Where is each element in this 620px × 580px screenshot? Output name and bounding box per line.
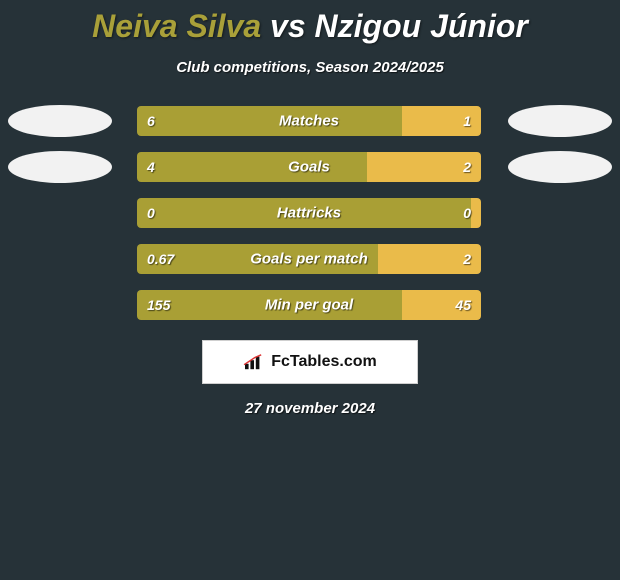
- stat-rows: Matches 6 1 Goals 4 2 Hattricks 0 0 Goals per mat…: [0, 98, 620, 328]
- stat-value-player1: 0: [147, 205, 155, 221]
- stat-value-player1: 4: [147, 159, 155, 175]
- stat-row: Goals 4 2: [0, 144, 620, 190]
- stat-value-player2: 2: [463, 251, 471, 267]
- stat-value-player1: 6: [147, 113, 155, 129]
- stat-bar: Goals per match 0.67 2: [137, 244, 481, 274]
- title-vs: vs: [261, 8, 314, 44]
- stat-bar: Hattricks 0 0: [137, 198, 481, 228]
- bar-segment-player2: [471, 198, 481, 228]
- bar-segment-player1: [137, 152, 367, 182]
- stat-label: Matches: [279, 113, 339, 130]
- player2-marker: [508, 151, 612, 183]
- stat-value-player1: 0.67: [147, 251, 174, 267]
- date-label: 27 november 2024: [0, 400, 620, 417]
- bar-chart-icon: [243, 353, 265, 371]
- stat-value-player1: 155: [147, 297, 170, 313]
- player1-marker: [8, 151, 112, 183]
- stat-bar: Goals 4 2: [137, 152, 481, 182]
- player1-marker: [8, 105, 112, 137]
- logo-text: FcTables.com: [271, 353, 377, 371]
- title-player2: Nzigou Júnior: [315, 8, 528, 44]
- stat-row: Hattricks 0 0: [0, 190, 620, 236]
- player2-marker: [508, 105, 612, 137]
- stat-bar: Matches 6 1: [137, 106, 481, 136]
- stat-value-player2: 45: [455, 297, 471, 313]
- stat-row: Min per goal 155 45: [0, 282, 620, 328]
- bar-segment-player1: [137, 106, 402, 136]
- page-title: Neiva Silva vs Nzigou Júnior: [0, 0, 620, 45]
- title-player1: Neiva Silva: [92, 8, 261, 44]
- stat-row: Matches 6 1: [0, 98, 620, 144]
- stat-value-player2: 0: [463, 205, 471, 221]
- stat-label: Goals: [288, 159, 330, 176]
- stat-label: Goals per match: [250, 251, 368, 268]
- stat-label: Hattricks: [277, 205, 341, 222]
- comparison-infographic: Neiva Silva vs Nzigou Júnior Club compet…: [0, 0, 620, 417]
- stat-row: Goals per match 0.67 2: [0, 236, 620, 282]
- subtitle: Club competitions, Season 2024/2025: [0, 59, 620, 76]
- source-logo: FcTables.com: [202, 340, 418, 384]
- stat-label: Min per goal: [265, 297, 353, 314]
- stat-value-player2: 1: [463, 113, 471, 129]
- stat-value-player2: 2: [463, 159, 471, 175]
- stat-bar: Min per goal 155 45: [137, 290, 481, 320]
